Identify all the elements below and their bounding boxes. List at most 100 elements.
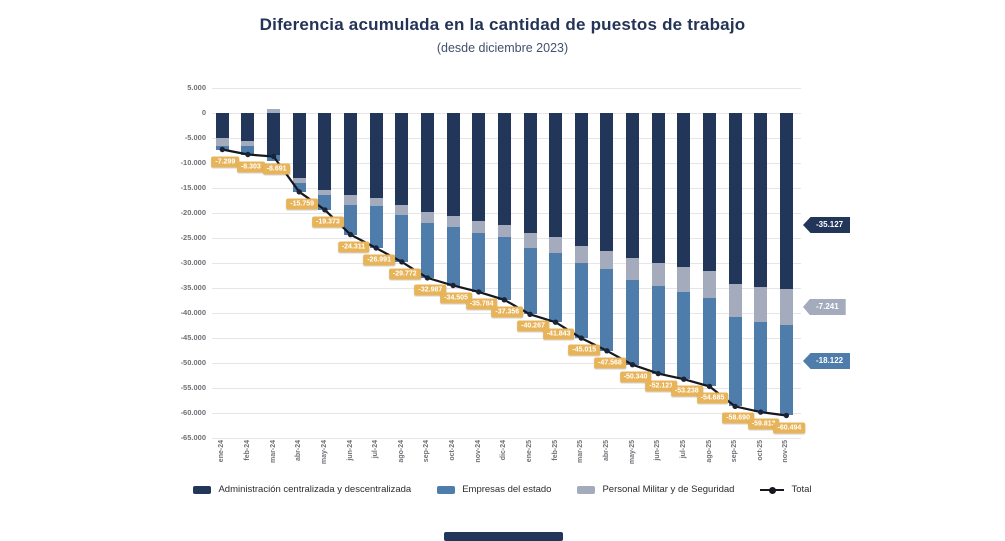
legend-swatch — [193, 485, 212, 494]
bar-segment-militar — [344, 195, 357, 205]
bar-segment-empresas — [549, 253, 563, 323]
bar-segment-admin — [497, 113, 511, 225]
bar-segment-admin — [241, 113, 255, 141]
bar-segment-militar — [574, 245, 588, 263]
bar-segment-empresas — [267, 154, 281, 161]
x-axis-label: may-24 — [320, 440, 328, 465]
bar-segment-admin — [779, 113, 793, 289]
bar-segment-admin — [369, 113, 383, 198]
bar-segment-empresas — [651, 286, 665, 374]
legend-swatch — [437, 485, 456, 494]
end-value-callout-empresas: -18.122 — [803, 353, 851, 369]
y-axis-label: 0 — [201, 108, 206, 117]
bar-segment-militar — [472, 221, 486, 233]
x-axis-label: ago-25 — [705, 440, 713, 463]
bar-segment-militar — [651, 263, 665, 286]
x-axis-label: mar-24 — [269, 440, 277, 463]
bar-segment-militar — [523, 233, 537, 248]
y-axis-label: -65.000 — [180, 433, 206, 442]
total-value-label: -50.340 — [619, 371, 652, 383]
legend-item-1: Empresas del estado — [437, 484, 551, 495]
chart-title: Diferencia acumulada en la cantidad de p… — [259, 15, 746, 34]
bar-segment-empresas — [369, 206, 383, 248]
y-axis-label: -60.000 — [180, 408, 206, 417]
bar-segment-admin — [754, 113, 768, 287]
total-value-label: -53.238 — [670, 385, 703, 397]
x-axis-label: ago-24 — [397, 440, 405, 463]
y-axis-label: -40.000 — [180, 308, 206, 317]
bar-segment-empresas — [728, 316, 742, 407]
bar-segment-empresas — [318, 194, 332, 210]
total-value-label: -26.991 — [363, 254, 395, 266]
total-value-label: -40.267 — [517, 320, 549, 332]
bar-segment-militar — [369, 198, 383, 206]
total-value-label: -15.759 — [286, 198, 319, 210]
bar-segment-empresas — [241, 146, 255, 155]
x-axis-label: jul-25 — [679, 440, 687, 459]
x-axis-label: nov-24 — [474, 440, 482, 463]
total-value-label: -34.505 — [440, 292, 472, 303]
legend-label: Empresas del estado — [462, 484, 552, 495]
bar-segment-admin — [318, 113, 332, 190]
bar-segment-admin — [446, 113, 460, 216]
total-value-label: -54.685 — [696, 392, 729, 404]
total-value-label: -52.121 — [645, 380, 678, 392]
legend-item-3: Total — [760, 484, 812, 495]
y-axis-label: -15.000 — [180, 183, 206, 192]
bar-segment-empresas — [395, 214, 409, 262]
bar-segment-admin — [677, 113, 691, 267]
x-axis-label: feb-24 — [243, 440, 251, 461]
bar-segment-militar — [241, 140, 255, 146]
x-axis-label: jul-24 — [372, 440, 380, 459]
bar-segment-empresas — [754, 322, 768, 413]
x-axis-label: sep-24 — [423, 440, 431, 463]
bar-segment-admin — [728, 113, 742, 284]
legend-line-marker — [760, 485, 785, 494]
bar-segment-militar — [497, 224, 511, 237]
total-value-label: -45.015 — [568, 344, 601, 356]
bar-segment-admin — [549, 113, 563, 237]
total-value-label: -8.303 — [236, 161, 265, 172]
y-axis-label: -25.000 — [180, 233, 206, 242]
x-axis-label: abr-24 — [295, 440, 303, 462]
total-value-label: -41.843 — [542, 328, 575, 340]
total-value-label: -60.494 — [773, 422, 806, 433]
bar-segment-militar — [677, 267, 691, 292]
x-axis-label: abr-25 — [602, 440, 610, 462]
bar-segment-admin — [523, 113, 537, 233]
x-axis-label: ene-24 — [218, 440, 226, 463]
total-value-label: -24.311 — [337, 241, 370, 253]
x-axis-label: feb-25 — [551, 440, 559, 461]
bar-segment-admin — [600, 113, 614, 251]
bar-segment-admin — [703, 113, 716, 271]
x-axis-label: mar-25 — [577, 440, 585, 463]
bar-segment-admin — [574, 113, 588, 246]
bar-segment-empresas — [446, 227, 460, 286]
bar-segment-admin — [267, 113, 281, 155]
bar-segment-militar — [728, 284, 742, 317]
x-axis-label: may-25 — [628, 440, 636, 465]
legend-item-0: Administración centralizada y descentral… — [193, 484, 411, 495]
bar-segment-admin — [626, 113, 639, 258]
bar-segment-empresas — [420, 223, 434, 278]
y-axis-label: -20.000 — [180, 208, 206, 217]
y-gridline — [212, 388, 801, 389]
footer-bar — [444, 532, 563, 541]
y-gridline — [212, 413, 801, 414]
legend: Administración centralizada y descentral… — [0, 484, 1005, 495]
x-axis-label: jun-24 — [346, 440, 354, 461]
y-axis-label: -5.000 — [184, 133, 206, 142]
total-value-label: -59.813 — [747, 418, 780, 430]
x-axis-label: ene-25 — [526, 440, 533, 463]
y-gridline — [212, 438, 801, 439]
legend-item-2: Personal Militar y de Seguridad — [577, 484, 734, 495]
total-value-label: -7.299 — [211, 156, 240, 167]
bar-segment-admin — [395, 113, 409, 205]
legend-label: Personal Militar y de Seguridad — [602, 484, 735, 495]
y-axis-label: -30.000 — [180, 258, 206, 267]
bar-segment-empresas — [626, 280, 639, 365]
bar-segment-empresas — [472, 233, 486, 292]
bar-segment-militar — [549, 237, 563, 253]
end-value-callout-militar: -7.241 — [803, 299, 846, 315]
total-value-label: -58.690 — [722, 412, 754, 424]
